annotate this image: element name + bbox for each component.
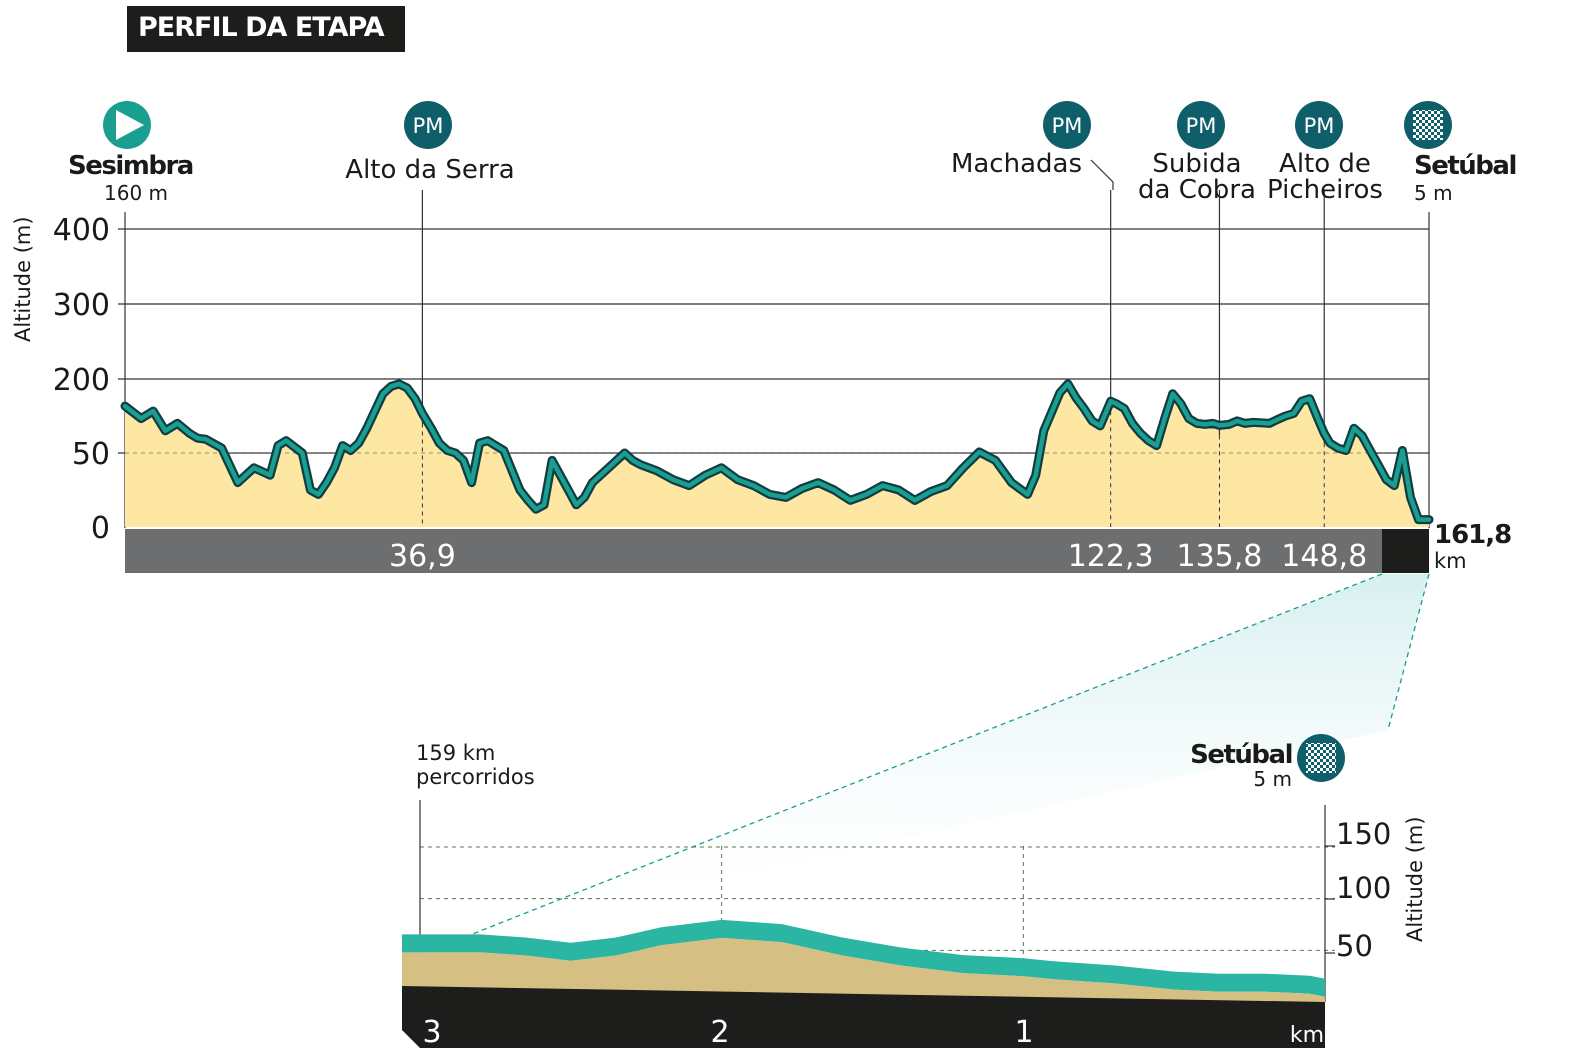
y-tick-label: 200: [53, 363, 110, 398]
y-tick-label: 300: [53, 288, 110, 323]
pm-badge-label: PM: [1304, 114, 1335, 138]
zoom-x-tick: 3: [422, 1015, 441, 1050]
zoom-glow: [470, 574, 1429, 935]
zoom-front-face: [402, 937, 1325, 1002]
zoom-y-axis-label: Altitude (m): [1403, 816, 1427, 942]
zoom-y-tick: 100: [1336, 871, 1391, 905]
pm-badge-label: PM: [1186, 114, 1217, 138]
checkered-flag-pattern: [1413, 110, 1443, 140]
y-axis-label: Altitude (m): [11, 216, 35, 342]
zoom-y-tick: 150: [1336, 817, 1391, 851]
zoom-base-band: [402, 986, 1325, 1048]
zoom-y-tick: 50: [1336, 929, 1373, 963]
pm-badge-icon: [404, 101, 452, 149]
zoom-start-sub: percorridos: [416, 765, 535, 789]
zoom-segment-band: [1382, 529, 1429, 573]
start-arrow-glyph: [116, 110, 144, 140]
zoom-top-surface: [420, 919, 1325, 997]
title-box: [127, 6, 405, 52]
climb-name: Alto de: [1279, 149, 1371, 179]
y-tick-label: 400: [53, 213, 110, 248]
total-distance-unit: km: [1434, 549, 1467, 573]
climb-km-label: 135,8: [1177, 539, 1263, 574]
climb-km-label: 122,3: [1068, 539, 1154, 574]
zoom-connector-left: [469, 573, 1383, 936]
finish-altitude: 5 m: [1414, 181, 1453, 205]
zoom-top-edge: [402, 934, 420, 953]
ground-band: [125, 529, 1382, 573]
pm-badge-icon: [1177, 101, 1225, 149]
y-tick-label: 0: [91, 511, 110, 546]
zoom-x-tick: 1: [1014, 1015, 1033, 1050]
pm-badge-icon: [1295, 101, 1343, 149]
machadas-leader: [1090, 159, 1114, 190]
pm-badge-icon: [1043, 101, 1091, 149]
climb-name: Machadas: [951, 149, 1082, 179]
climb-name: Picheiros: [1267, 175, 1383, 205]
zoom-x-tick: 2: [710, 1015, 729, 1050]
climb-name: da Cobra: [1138, 175, 1256, 205]
start-altitude: 160 m: [104, 181, 168, 205]
total-distance: 161,8: [1434, 520, 1511, 550]
climb-name: Alto da Serra: [345, 155, 514, 185]
y-tick-label: 50: [72, 437, 110, 472]
climb-km-label: 36,9: [389, 539, 456, 574]
climb-name: Subida: [1152, 149, 1241, 179]
climb-km-label: 148,8: [1281, 539, 1367, 574]
zoom-finish-name: Setúbal: [1190, 740, 1292, 770]
finish-name: Setúbal: [1414, 151, 1516, 181]
pm-badge-label: PM: [413, 114, 444, 138]
profile-line: [122, 381, 1432, 522]
checkered-flag-pattern: [1306, 743, 1336, 773]
zoom-start-km: 159 km: [416, 741, 495, 765]
profile-area: [125, 383, 1429, 527]
zoom-x-unit: km: [1290, 1023, 1324, 1048]
page-title: PERFIL DA ETAPA: [138, 12, 385, 43]
zoom-finish-alt: 5 m: [1253, 767, 1292, 791]
pm-badge-label: PM: [1052, 114, 1083, 138]
start-name: Sesimbra: [68, 151, 193, 181]
